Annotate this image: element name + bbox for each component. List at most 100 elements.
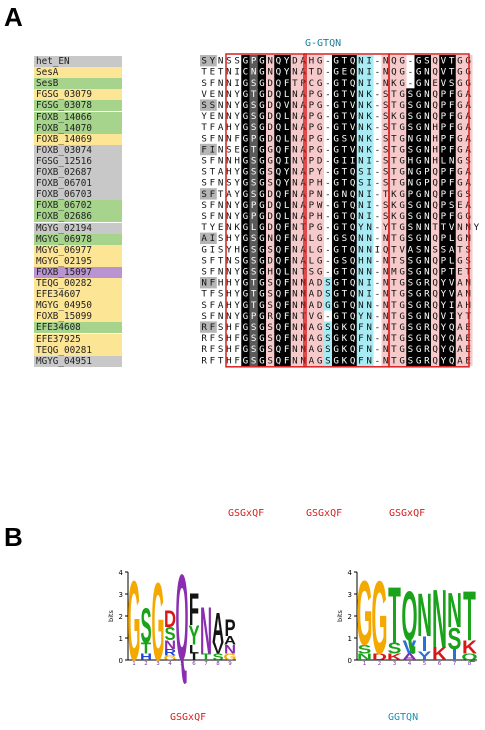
svg-text:N: N xyxy=(342,189,348,200)
logo1-logo-letter: P xyxy=(224,615,235,642)
svg-text:Q: Q xyxy=(432,100,438,111)
svg-text:S: S xyxy=(408,211,414,222)
svg-text:N: N xyxy=(383,322,389,333)
svg-text:K: K xyxy=(391,211,397,222)
svg-text:G: G xyxy=(259,267,265,278)
svg-text:S: S xyxy=(408,233,414,244)
svg-text:K: K xyxy=(342,333,348,344)
svg-text:V: V xyxy=(309,311,315,322)
svg-text:-: - xyxy=(375,178,381,189)
logo1-logo-letter: Y xyxy=(188,619,199,650)
svg-text:Q: Q xyxy=(350,344,356,355)
svg-text:N: N xyxy=(424,100,430,111)
svg-text:I: I xyxy=(366,200,372,211)
svg-text:Q: Q xyxy=(276,133,282,144)
svg-text:S: S xyxy=(251,111,257,122)
svg-text:N: N xyxy=(366,322,372,333)
svg-text:T: T xyxy=(391,178,397,189)
svg-text:G: G xyxy=(243,133,249,144)
logo1-position-label: 7 xyxy=(204,661,208,667)
svg-text:G: G xyxy=(243,255,249,266)
svg-text:G: G xyxy=(243,122,249,133)
logo1-logo-letter: S xyxy=(164,623,175,644)
logo2-logo-letter: N xyxy=(432,573,447,665)
svg-text:G: G xyxy=(399,178,405,189)
svg-text:F: F xyxy=(210,267,216,278)
logo1-logo-letter: G xyxy=(224,652,237,662)
logo1-logo-letter: F xyxy=(189,585,199,636)
svg-text:N: N xyxy=(457,222,463,233)
panel-label-b: B xyxy=(4,522,23,552)
svg-text:G: G xyxy=(416,122,422,133)
svg-text:N: N xyxy=(424,111,430,122)
svg-text:I: I xyxy=(284,156,290,167)
svg-text:G: G xyxy=(243,333,249,344)
svg-text:Q: Q xyxy=(391,56,397,67)
svg-text:S: S xyxy=(441,244,447,255)
logo2-position-label: 2 xyxy=(378,661,382,667)
svg-text:A: A xyxy=(309,344,315,355)
svg-text:N: N xyxy=(383,355,389,366)
svg-text:-: - xyxy=(375,200,381,211)
svg-text:N: N xyxy=(383,255,389,266)
svg-text:N: N xyxy=(366,255,372,266)
svg-text:G: G xyxy=(333,67,339,78)
svg-text:Q: Q xyxy=(449,344,455,355)
svg-text:Q: Q xyxy=(350,78,356,89)
svg-text:N: N xyxy=(366,311,372,322)
svg-text:S: S xyxy=(226,144,232,155)
svg-text:Q: Q xyxy=(432,189,438,200)
svg-text:P: P xyxy=(309,156,315,167)
svg-text:T: T xyxy=(342,311,348,322)
svg-text:Q: Q xyxy=(350,178,356,189)
svg-text:I: I xyxy=(366,278,372,289)
svg-text:N: N xyxy=(226,111,232,122)
svg-text:P: P xyxy=(441,178,447,189)
svg-text:I: I xyxy=(234,67,240,78)
svg-text:Q: Q xyxy=(276,78,282,89)
svg-text:N: N xyxy=(292,222,298,233)
svg-text:H: H xyxy=(226,344,232,355)
svg-text:Y: Y xyxy=(201,111,207,122)
svg-text:N: N xyxy=(292,100,298,111)
svg-text:D: D xyxy=(267,100,273,111)
sequence-label: FOXB_06701 xyxy=(34,178,122,190)
sequence-label: FOXB_14069 xyxy=(34,133,122,145)
svg-text:F: F xyxy=(284,144,290,155)
svg-text:R: R xyxy=(267,311,273,322)
logo2-logo-letter: N xyxy=(357,652,372,662)
sequence-label: MGYG_02195 xyxy=(34,255,122,267)
svg-text:S: S xyxy=(408,322,414,333)
logo1-logo-letter: T xyxy=(141,641,151,657)
svg-text:S: S xyxy=(251,344,257,355)
svg-text:G: G xyxy=(399,300,405,311)
svg-text:A: A xyxy=(309,289,315,300)
svg-text:Q: Q xyxy=(449,322,455,333)
logo2-logo-letter: A xyxy=(402,652,418,662)
svg-text:D: D xyxy=(267,122,273,133)
svg-text:L: L xyxy=(284,267,290,278)
svg-text:N: N xyxy=(358,233,364,244)
svg-text:Q: Q xyxy=(350,56,356,67)
svg-text:G: G xyxy=(259,56,265,67)
svg-text:I: I xyxy=(449,300,455,311)
svg-text:S: S xyxy=(234,56,240,67)
svg-text:E: E xyxy=(465,344,471,355)
svg-text:Y: Y xyxy=(226,244,232,255)
svg-text:N: N xyxy=(226,200,232,211)
svg-text:Q: Q xyxy=(350,278,356,289)
svg-text:S: S xyxy=(408,333,414,344)
svg-text:Y: Y xyxy=(234,211,240,222)
svg-text:N: N xyxy=(358,67,364,78)
svg-text:T: T xyxy=(342,56,348,67)
svg-text:S: S xyxy=(408,200,414,211)
svg-text:G: G xyxy=(416,144,422,155)
svg-text:Q: Q xyxy=(276,178,282,189)
svg-text:G: G xyxy=(457,178,463,189)
svg-text:T: T xyxy=(441,222,447,233)
svg-text:Y: Y xyxy=(234,267,240,278)
